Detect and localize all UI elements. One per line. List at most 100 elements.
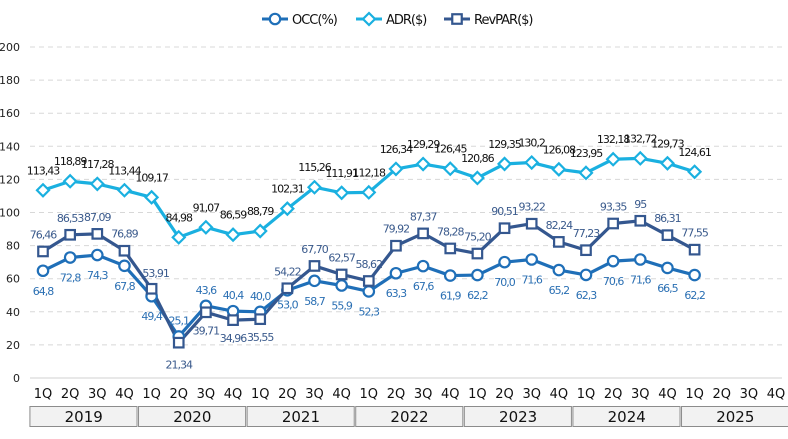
- y-tick-label: 60: [6, 273, 20, 286]
- x-tick-label: 1Q: [34, 387, 53, 402]
- adr-data-label: 118,89: [54, 155, 87, 168]
- rev-data-label: 77,55: [681, 227, 708, 240]
- rev-data-label: 62,57: [328, 251, 355, 264]
- x-tick-label: 3Q: [88, 387, 107, 402]
- x-tick-label: 1Q: [468, 387, 487, 402]
- y-tick-label: 160: [0, 107, 20, 120]
- y-tick-label: 80: [6, 240, 20, 253]
- adr-point: [334, 185, 350, 201]
- adr-data-label: 130,2: [518, 137, 545, 150]
- rev-point: [227, 314, 239, 326]
- rev-data-label: 78,28: [437, 225, 464, 238]
- occ-point: [443, 269, 457, 282]
- rev-data-label: 54,22: [274, 265, 301, 278]
- legend-item-rev: RevPAR($): [444, 13, 534, 28]
- adr-point: [361, 184, 377, 200]
- adr-data-label: 113,44: [108, 164, 141, 177]
- rev-point: [200, 306, 212, 319]
- rev-point: [362, 275, 375, 287]
- occ-data-label: 40,4: [223, 289, 244, 302]
- rev-point: [525, 217, 538, 230]
- x-tick-label: 4Q: [115, 387, 134, 402]
- adr-point: [415, 156, 431, 172]
- rev-point: [64, 228, 77, 241]
- y-tick-label: 120: [0, 173, 20, 186]
- rev-point: [37, 245, 49, 258]
- gridlines: [30, 46, 782, 379]
- x-tick-label: 3Q: [631, 387, 650, 402]
- occ-point: [36, 264, 50, 278]
- x-tick-label: 2Q: [495, 387, 514, 402]
- rev-point: [254, 313, 267, 326]
- adr-point: [469, 170, 485, 186]
- x-tick-label: 3Q: [197, 387, 216, 402]
- adr-data-label: 123,95: [570, 147, 603, 160]
- x-tick-label: 4Q: [332, 387, 351, 402]
- occ-data-label: 49,4: [141, 310, 162, 323]
- legend-item-occ: OCC(%): [262, 12, 338, 28]
- rev-point: [471, 247, 484, 260]
- year-label: 2019: [65, 408, 103, 426]
- rev-data-label: 87,09: [84, 211, 111, 224]
- year-box: [29, 406, 138, 427]
- adr-data-label: 113,43: [27, 164, 60, 177]
- x-tick-label: 1Q: [251, 387, 270, 402]
- occ-point: [661, 261, 674, 275]
- y-tick-label: 100: [0, 207, 20, 220]
- rev-data-label: 93,35: [600, 201, 627, 214]
- adr-point: [551, 161, 567, 177]
- adr-point: [496, 156, 513, 172]
- adr-data-label: 129,29: [407, 138, 440, 151]
- adr-data-label: 115,26: [298, 161, 331, 174]
- x-tick-label: 4Q: [550, 387, 569, 402]
- occ-data-label: 72,8: [60, 272, 81, 285]
- rev-data-label: 35,55: [247, 331, 274, 344]
- occ-data-label: 62,2: [684, 289, 705, 302]
- adr-point: [442, 161, 458, 177]
- legend-square-icon: [451, 13, 463, 25]
- legend-circle-icon: [268, 12, 282, 26]
- adr-point: [62, 173, 78, 189]
- x-tick-label: 4Q: [441, 387, 460, 402]
- occ-data-label: 55,9: [331, 299, 352, 312]
- x-tick-label: 3Q: [522, 387, 541, 402]
- occ-data-label: 52,3: [359, 305, 380, 318]
- rev-point: [688, 243, 701, 256]
- year-label: 2024: [608, 408, 646, 426]
- occ-data-label: 74,3: [87, 269, 108, 282]
- legend-label: RevPAR($): [474, 13, 533, 28]
- occ-point: [308, 274, 321, 288]
- y-axis: 0 20 40 60 80 100 120 140 160 180 200: [0, 41, 20, 385]
- legend-diamond-icon: [361, 11, 377, 27]
- rev-point: [390, 239, 402, 252]
- adr-point: [116, 182, 133, 198]
- rev-point: [172, 336, 185, 349]
- x-tick-label: 2Q: [278, 387, 297, 402]
- occ-point: [633, 253, 647, 266]
- y-tick-label: 40: [6, 306, 20, 319]
- adr-data-label: 88,79: [247, 205, 274, 218]
- adr-data-label: 132,18: [597, 133, 630, 146]
- rev-point: [335, 268, 348, 281]
- rev-data-label: 76,89: [111, 228, 138, 241]
- occ-data-label: 65,2: [549, 284, 570, 297]
- rev-data-label: 77,23: [573, 227, 600, 240]
- rev-point: [118, 244, 131, 257]
- legend-item-adr: ADR($): [356, 11, 427, 28]
- year-box: [138, 406, 247, 427]
- year-box: [246, 406, 355, 427]
- occ-data-label: 63,3: [386, 287, 407, 300]
- occ-data-label: 70,6: [603, 275, 624, 288]
- x-tick-label: 3Q: [414, 387, 433, 402]
- occ-data-label: 64,8: [33, 285, 54, 298]
- occ-point: [688, 268, 701, 282]
- rev-data-label: 79,92: [383, 223, 410, 236]
- adr-point: [632, 150, 648, 166]
- x-tick-label: 2Q: [169, 387, 188, 402]
- occ-point: [552, 263, 566, 277]
- rev-data-label: 90,51: [491, 205, 518, 218]
- y-tick-label: 20: [6, 339, 20, 352]
- x-tick-label: 1Q: [142, 387, 161, 402]
- adr-data-label: 102,31: [271, 183, 304, 196]
